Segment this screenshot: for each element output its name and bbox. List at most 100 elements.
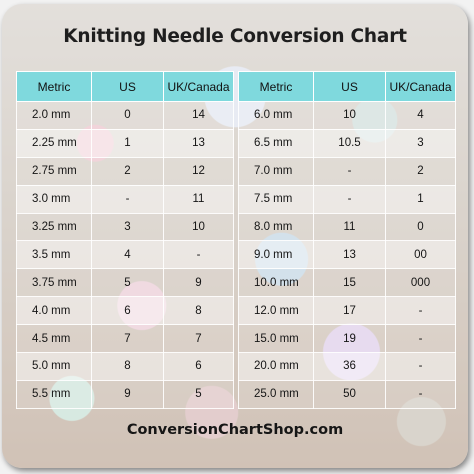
metric-cell: 2.25 mm xyxy=(16,128,92,158)
metric-cell: 3.75 mm xyxy=(16,268,92,298)
us-cell: 1 xyxy=(91,128,164,158)
uk-canada-cell: 6 xyxy=(163,352,234,381)
table-row: 2.75 mm 2 12 xyxy=(16,156,234,186)
metric-cell: 3.5 mm xyxy=(16,240,92,270)
metric-cell: 8.0 mm xyxy=(238,212,314,242)
uk-canada-cell: - xyxy=(385,324,456,354)
table-row: 6.0 mm 10 4 xyxy=(238,101,456,130)
us-cell: 8 xyxy=(91,352,164,381)
table-row: 3.25 mm 3 10 xyxy=(16,212,234,242)
metric-cell: 2.0 mm xyxy=(16,101,92,130)
table-row: 12.0 mm 17- xyxy=(238,296,456,326)
left-table-body: 2.0 mm 0 14 2.25 mm 1 13 2.75 mm 2 12 3.0 mm -11 3.… xyxy=(16,101,234,409)
us-cell: - xyxy=(91,184,164,214)
table-row: 5.5 mm 9 5 xyxy=(16,379,234,409)
uk-canada-cell: 4 xyxy=(385,101,456,130)
right-table-body: 6.0 mm 10 4 6.5 mm 10.5 3 7.0 mm -2 7.5 mm -1 8.0 … xyxy=(238,101,456,409)
us-cell: 13 xyxy=(313,240,386,270)
metric-cell: 3.25 mm xyxy=(16,212,92,242)
us-cell: - xyxy=(313,156,386,186)
table-row: 10.0 mm 15 000 xyxy=(238,268,456,298)
us-cell: 15 xyxy=(313,268,386,298)
metric-cell: 25.0 mm xyxy=(238,379,314,409)
uk-canada-cell: 0 xyxy=(385,212,456,242)
table-row: 8.0 mm 11 0 xyxy=(238,212,456,242)
us-cell: 10.5 xyxy=(313,128,386,158)
metric-cell: 5.0 mm xyxy=(16,352,92,381)
uk-canada-cell: 9 xyxy=(163,268,234,298)
table-row: 15.0 mm 19- xyxy=(238,324,456,354)
table-row: 7.5 mm -1 xyxy=(238,184,456,214)
metric-cell: 12.0 mm xyxy=(238,296,314,326)
header-uk-canada: UK/Canada xyxy=(385,71,456,102)
table-row: 25.0 mm 50- xyxy=(238,379,456,409)
header-metric: Metric xyxy=(16,71,92,102)
us-cell: 6 xyxy=(91,296,164,326)
uk-canada-cell: 5 xyxy=(163,379,234,409)
header-row: Metric US UK/Canada xyxy=(16,71,234,102)
metric-cell: 9.0 mm xyxy=(238,240,314,270)
uk-canada-cell: 10 xyxy=(163,212,234,242)
metric-cell: 5.5 mm xyxy=(16,379,92,409)
metric-cell: 15.0 mm xyxy=(238,324,314,354)
conversion-table-left: Metric US UK/Canada 2.0 mm 0 14 2.25 mm 1 13 2… xyxy=(16,71,234,409)
uk-canada-cell: 3 xyxy=(385,128,456,158)
metric-cell: 4.0 mm xyxy=(16,296,92,326)
table-row: 2.0 mm 0 14 xyxy=(16,101,234,130)
us-cell: 9 xyxy=(91,379,164,409)
uk-canada-cell: 00 xyxy=(385,240,456,270)
metric-cell: 6.0 mm xyxy=(238,101,314,130)
table-row: 20.0 mm 36- xyxy=(238,352,456,381)
uk-canada-cell: 11 xyxy=(163,184,234,214)
us-cell: 7 xyxy=(91,324,164,354)
metric-cell: 10.0 mm xyxy=(238,268,314,298)
uk-canada-cell: 12 xyxy=(163,156,234,186)
uk-canada-cell: - xyxy=(163,240,234,270)
chart-title: Knitting Needle Conversion Chart xyxy=(63,26,407,47)
uk-canada-cell: 1 xyxy=(385,184,456,214)
table-row: 6.5 mm 10.5 3 xyxy=(238,128,456,158)
us-cell: 50 xyxy=(313,379,386,409)
metric-cell: 7.0 mm xyxy=(238,156,314,186)
metric-cell: 3.0 mm xyxy=(16,184,92,214)
table-row: 3.0 mm -11 xyxy=(16,184,234,214)
us-cell: - xyxy=(313,184,386,214)
us-cell: 4 xyxy=(91,240,164,270)
table-row: 3.75 mm 5 9 xyxy=(16,268,234,298)
uk-canada-cell: 2 xyxy=(385,156,456,186)
table-row: 7.0 mm -2 xyxy=(238,156,456,186)
us-cell: 36 xyxy=(313,352,386,381)
uk-canada-cell: - xyxy=(385,379,456,409)
metric-cell: 20.0 mm xyxy=(238,352,314,381)
us-cell: 10 xyxy=(313,101,386,130)
header-uk-canada: UK/Canada xyxy=(163,71,234,102)
website-footer: ConversionChartShop.com xyxy=(126,422,344,438)
uk-canada-cell: - xyxy=(385,296,456,326)
metric-cell: 6.5 mm xyxy=(238,128,314,158)
uk-canada-cell: 8 xyxy=(163,296,234,326)
uk-canada-cell: - xyxy=(385,352,456,381)
table-row: 2.25 mm 1 13 xyxy=(16,128,234,158)
header-metric: Metric xyxy=(238,71,314,102)
header-row: Metric US UK/Canada xyxy=(238,71,456,102)
metric-cell: 2.75 mm xyxy=(16,156,92,186)
metric-cell: 4.5 mm xyxy=(16,324,92,354)
us-cell: 19 xyxy=(313,324,386,354)
us-cell: 5 xyxy=(91,268,164,298)
conversion-table-right: Metric US UK/Canada 6.0 mm 10 4 6.5 mm 10.5 3… xyxy=(238,71,456,409)
conversion-table-wrap: Metric US UK/Canada 2.0 mm 0 14 2.25 mm 1 13 2… xyxy=(16,71,456,409)
us-cell: 2 xyxy=(91,156,164,186)
us-cell: 17 xyxy=(313,296,386,326)
us-cell: 3 xyxy=(91,212,164,242)
table-row: 9.0 mm 13 00 xyxy=(238,240,456,270)
table-row: 5.0 mm 8 6 xyxy=(16,352,234,381)
uk-canada-cell: 13 xyxy=(163,128,234,158)
table-row: 4.5 mm 7 7 xyxy=(16,324,234,354)
table-row: 3.5 mm 4- xyxy=(16,240,234,270)
us-cell: 0 xyxy=(91,101,164,130)
uk-canada-cell: 14 xyxy=(163,101,234,130)
uk-canada-cell: 000 xyxy=(385,268,456,298)
chart-card: Knitting Needle Conversion Chart Metric … xyxy=(2,4,468,468)
uk-canada-cell: 7 xyxy=(163,324,234,354)
header-us: US xyxy=(91,71,164,102)
